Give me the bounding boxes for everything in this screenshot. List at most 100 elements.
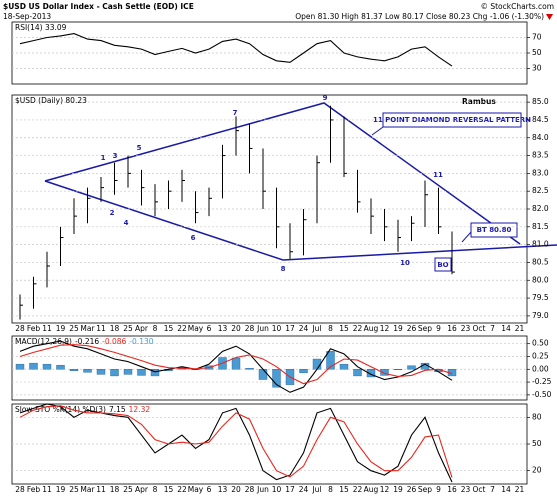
down-arrow [546,14,553,20]
x-tick-label: 22 [177,485,187,494]
histogram-bar [15,363,25,370]
panel-title-text: MACD(12,26,9) [15,337,72,346]
histogram-bar [245,368,254,370]
histogram-bar [231,357,241,370]
wave-label: 11 [433,171,443,179]
x-tick-label: 23 [461,324,471,333]
panel-title: Slow STO %K(14) %D(3) 7.15 12.32 [15,405,150,414]
x-tick-label: 8 [153,324,158,333]
panel-title: $USD (Daily) 80.23 [15,96,87,105]
note: Rambus [462,97,496,106]
histogram-bar [29,362,38,370]
x-tick-label: 25 [123,485,133,494]
x-tick-label: 8 [153,485,158,494]
x-tick-label: 8 [328,485,333,494]
y-tick-label: -0.25 [532,377,552,386]
x-tick-label: Jun [256,485,269,494]
panel-title-text: RSI(14) 33.09 [15,23,67,32]
y-tick-label: 0.00 [532,364,549,373]
x-tick-label: Sep [418,324,432,333]
y-tick-label: 81.0 [532,240,549,249]
y-tick-label: 84.0 [532,133,549,142]
x-tick-label: 10 [272,324,282,333]
y-tick-label: 82.5 [532,186,549,195]
y-tick-label: 80.5 [532,257,549,266]
histogram-bar [326,351,335,370]
x-tick-label: Jun [256,324,269,333]
histogram-bar [258,369,268,380]
bt-pointer [461,231,472,243]
histogram-bar [299,369,308,374]
y-tick-label: 79.5 [532,293,549,302]
wave-label: 4 [124,219,129,227]
histogram-bar [366,369,376,378]
y-tick-label: 85.0 [532,97,549,106]
x-tick-label: 14 [501,485,511,494]
x-tick-label: 11 [96,485,106,494]
x-tick-label: 6 [207,485,212,494]
y-tick-label: 20 [532,466,542,475]
copyright: © StockCharts.com [480,2,554,11]
quote: Open 81.30 High 81.37 Low 80.17 Close 80… [295,12,544,21]
x-tick-label: 13 [218,324,228,333]
x-tick-label: 19 [393,324,403,333]
x-tick-label: 18 [110,485,120,494]
x-tick-label: 28 [245,485,255,494]
y-tick-label: 84.5 [532,115,549,124]
histogram-bar [393,369,403,370]
histogram-bar [380,369,389,376]
date: 18-Sep-2013 [3,12,51,21]
y-tick-label: 80 [532,412,542,421]
x-tick-label: 25 [69,485,79,494]
y-tick-label: 83.0 [532,168,549,177]
x-tick-label: Oct [473,324,486,333]
panel-title-text: $USD (Daily) 80.23 [15,96,87,105]
y-tick-label: 82.0 [532,204,549,213]
panel-title: RSI(14) 33.09 [15,23,67,32]
wave-label: 3 [113,152,118,160]
x-tick-label: 17 [285,485,295,494]
wave-label: 6 [191,234,196,242]
histogram-bar [96,369,106,375]
x-tick-label: 15 [339,324,349,333]
y-tick-label: 81.5 [532,222,549,231]
x-tick-label: May [188,324,204,333]
x-tick-label: 15 [164,485,174,494]
wave-label: 9 [323,94,328,102]
y-tick-label: -0.50 [532,390,552,399]
x-tick-label: 25 [123,324,133,333]
x-tick-label: 11 [96,324,106,333]
x-tick-label: Sep [418,485,432,494]
x-tick-label: 17 [285,324,295,333]
x-tick-label: 22 [353,485,363,494]
x-tick-label: 16 [447,485,457,494]
x-tick-label: 28 [15,324,25,333]
panel-title: MACD(12,26,9) -0.216 -0.086 -0.130 [15,337,154,346]
x-tick-label: Mar [80,485,95,494]
x-tick-label: 19 [56,485,66,494]
x-tick-label: 20 [231,324,241,333]
x-tick-label: Apr [135,485,149,494]
x-tick-label: 13 [218,485,228,494]
series-label: -0.086 [102,337,126,346]
x-tick-label: Aug [364,324,379,333]
page-title: $USD US Dollar Index - Cash Settle (EOD)… [3,2,194,11]
histogram-bar [123,369,133,375]
series-label: -0.216 [75,337,99,346]
x-tick-label: 9 [436,485,441,494]
x-tick-label: 15 [339,485,349,494]
y-tick-label: 50 [532,439,542,448]
x-tick-label: 20 [231,485,241,494]
pattern-pointer [371,126,384,136]
y-tick-label: 70 [532,33,542,42]
histogram-bar [137,369,146,376]
x-tick-label: 7 [490,324,495,333]
histogram-bar [353,369,362,377]
diamond-lower [44,180,557,261]
y-tick-label: 50 [532,48,542,57]
wave-label: 5 [137,144,142,152]
histogram-bar [69,369,79,372]
series-label: 7.15 [109,405,126,414]
x-tick-label: 22 [353,324,363,333]
y-tick-label: 0.50 [532,339,549,348]
